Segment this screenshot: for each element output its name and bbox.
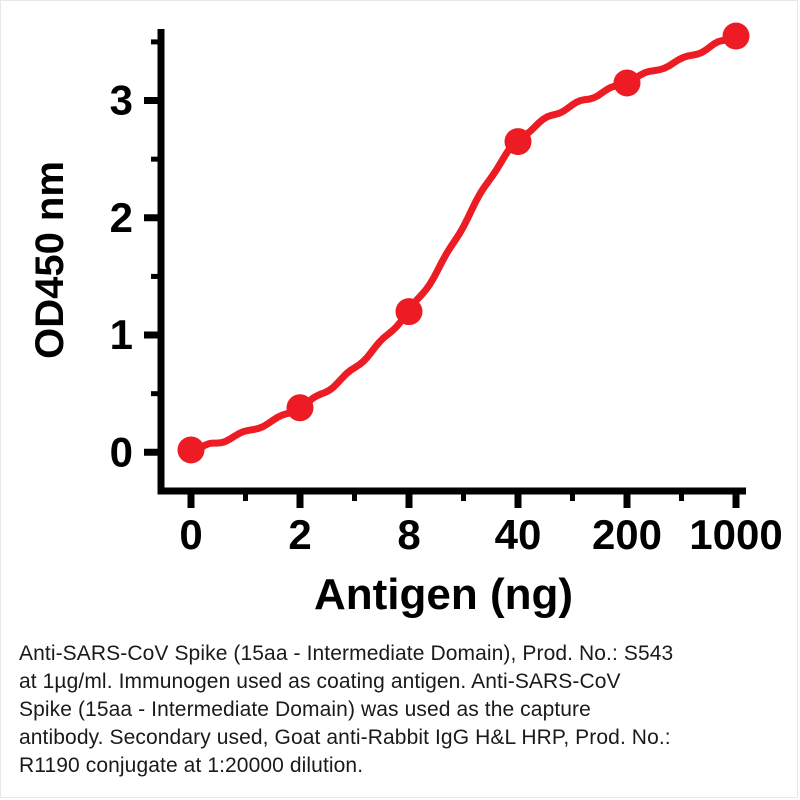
svg-text:1000: 1000 bbox=[689, 511, 782, 558]
svg-text:8: 8 bbox=[397, 511, 420, 558]
svg-text:2: 2 bbox=[110, 194, 133, 241]
chart-area: 0 1 2 3 0 2 8 40 200 1000 OD450 nm Antigen (ng) bbox=[1, 1, 797, 626]
svg-text:1: 1 bbox=[110, 311, 133, 358]
svg-text:0: 0 bbox=[110, 428, 133, 475]
svg-text:Antigen (ng): Antigen (ng) bbox=[314, 570, 573, 619]
svg-text:0: 0 bbox=[179, 511, 202, 558]
svg-text:OD450 nm: OD450 nm bbox=[28, 161, 72, 359]
svg-text:200: 200 bbox=[592, 511, 662, 558]
svg-text:2: 2 bbox=[288, 511, 311, 558]
figure-caption: Anti-SARS-CoV Spike (15aa - Intermediate… bbox=[19, 642, 674, 777]
elisa-dose-response-chart: 0 1 2 3 0 2 8 40 200 1000 OD450 nm Antigen (ng) bbox=[28, 22, 783, 619]
svg-text:40: 40 bbox=[495, 511, 542, 558]
svg-text:3: 3 bbox=[110, 77, 133, 124]
